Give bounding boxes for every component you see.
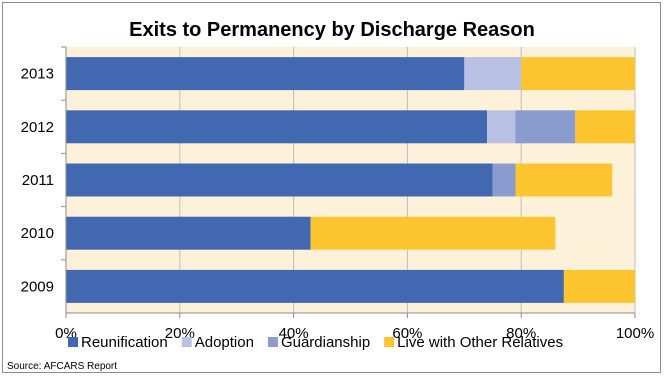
bar-live-with-other-relatives bbox=[311, 217, 556, 250]
legend-swatch bbox=[384, 337, 394, 347]
legend-label: Guardianship bbox=[281, 334, 370, 351]
legend-swatch bbox=[68, 337, 78, 347]
bar-reunification bbox=[66, 57, 464, 90]
category-label: 2010 bbox=[21, 225, 54, 242]
bar-guardianship bbox=[516, 110, 576, 143]
category-label: 2013 bbox=[21, 66, 54, 83]
bar-reunification bbox=[66, 164, 493, 197]
legend-swatch bbox=[268, 337, 278, 347]
bar-reunification bbox=[66, 270, 564, 303]
bar-reunification bbox=[66, 217, 311, 250]
legend-label: Adoption bbox=[195, 334, 254, 351]
bar-live-with-other-relatives bbox=[521, 57, 635, 90]
category-label: 2012 bbox=[21, 119, 54, 136]
x-tick-label: 100% bbox=[616, 325, 654, 342]
chart-title: Exits to Permanency by Discharge Reason bbox=[129, 19, 535, 41]
bar-guardianship bbox=[493, 164, 516, 197]
bar-adoption bbox=[464, 57, 521, 90]
source-note: Source: AFCARS Report bbox=[7, 361, 117, 372]
legend-swatch bbox=[182, 337, 192, 347]
bar-live-with-other-relatives bbox=[516, 164, 613, 197]
bar-adoption bbox=[487, 110, 515, 143]
bar-live-with-other-relatives bbox=[564, 270, 635, 303]
category-label: 2009 bbox=[21, 278, 54, 295]
bar-reunification bbox=[66, 110, 487, 143]
legend: Reunification Adoption Guardianship Live wi… bbox=[68, 334, 563, 351]
bar-live-with-other-relatives bbox=[575, 110, 635, 143]
category-label: 2011 bbox=[22, 172, 54, 189]
legend-label: Live with Other Relatives bbox=[397, 334, 563, 351]
legend-label: Reunification bbox=[81, 334, 168, 351]
